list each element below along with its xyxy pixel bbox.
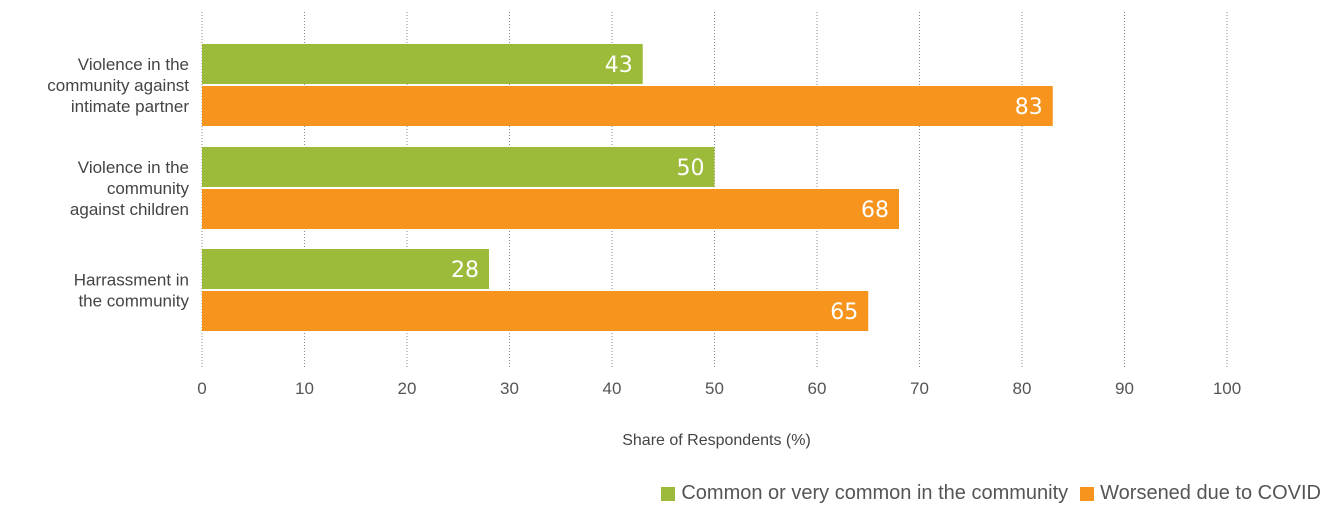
x-tick-label: 100: [1213, 379, 1241, 398]
bar-value-label: 43: [605, 53, 633, 78]
bar: [202, 189, 899, 229]
category-label: Violence in the: [78, 55, 189, 74]
legend-label-worsened: Worsened due to COVID: [1100, 482, 1321, 504]
legend-swatch-worsened: [1080, 486, 1095, 501]
bar-value-label: 83: [1015, 95, 1043, 120]
x-tick-label: 40: [603, 379, 622, 398]
legend-swatch-common: [661, 486, 676, 501]
category-label: Violence in the: [78, 158, 189, 177]
legend-item-worsened: Worsened due to COVID: [1080, 482, 1321, 505]
bar: [202, 147, 715, 187]
x-tick-label: 0: [197, 379, 206, 398]
x-tick-label: 20: [398, 379, 417, 398]
category-label: Harrassment in: [74, 271, 189, 290]
bar-value-label: 50: [677, 156, 705, 181]
bar: [202, 291, 869, 331]
bars: 43 83 50 68 28 65: [202, 44, 1053, 331]
x-tick-label: 60: [808, 379, 827, 398]
category-label: community against: [47, 76, 189, 95]
bar: [202, 44, 643, 84]
bar: [202, 249, 489, 289]
x-axis-ticks: 0 10 20 30 40 50 60 70 80 90 100: [197, 379, 1241, 398]
bar-value-label: 65: [830, 300, 858, 325]
category-label: community: [107, 179, 190, 198]
x-axis-title: Share of Respondents (%): [622, 432, 811, 449]
x-tick-label: 30: [500, 379, 519, 398]
bar-value-label: 28: [451, 258, 479, 283]
x-tick-label: 80: [1013, 379, 1032, 398]
bar: [202, 86, 1053, 126]
legend-label-common: Common or very common in the community: [681, 482, 1069, 504]
x-tick-label: 10: [295, 379, 314, 398]
category-labels: Violence in the community against intimate…: [47, 55, 189, 311]
x-tick-label: 90: [1115, 379, 1134, 398]
category-label: against children: [70, 200, 189, 219]
bar-value-label: 68: [861, 198, 889, 223]
bar-chart: Violence in the community against intimate…: [47, 12, 1241, 449]
legend: Common or very common in the community W…: [649, 482, 1321, 505]
x-tick-label: 50: [705, 379, 724, 398]
x-tick-label: 70: [910, 379, 929, 398]
category-label: intimate partner: [71, 97, 189, 116]
category-label: the community: [78, 292, 189, 311]
legend-item-common: Common or very common in the community: [661, 482, 1068, 505]
